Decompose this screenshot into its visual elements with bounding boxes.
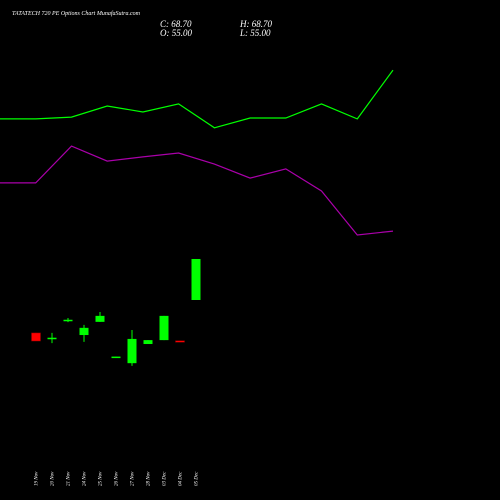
candle-body [63,319,73,322]
quote-low: L: 55.00 [239,28,271,38]
quote-close: C: 68.70 [160,19,192,29]
quote-high: H: 68.70 [239,19,273,29]
candle-body [191,258,201,300]
quote-open: O: 55.00 [160,28,193,38]
x-tick-label: 24 Nov [83,471,88,486]
quote-label: C: [160,19,169,29]
candle-body [31,332,41,342]
candle-body [47,337,57,340]
quote-value: 55.00 [172,28,193,38]
quote-label: O: [160,28,170,38]
candle-body [175,340,185,343]
candle-body [111,356,121,359]
candle-body [127,338,137,364]
quote-label: L: [239,28,248,38]
x-tick-label: 19 Nov [35,471,40,486]
x-tick-label: 03 Dec [163,471,168,486]
candle-body [143,340,153,345]
candle-body [159,315,169,341]
quote-label: H: [239,19,250,29]
x-tick-label: 20 Nov [51,471,56,486]
chart-title: TATATECH 720 PE Options Chart MunafaSutr… [12,10,141,17]
x-tick-label: 26 Nov [115,471,120,486]
candle-body [95,315,105,322]
x-tick-label: 25 Nov [99,471,104,486]
quote-value: 68.70 [171,19,192,29]
quote-value: 68.70 [252,19,273,29]
x-tick-label: 27 Nov [131,471,136,486]
x-tick-label: 04 Dec [179,471,184,486]
indicator-line [0,145,394,236]
quote-value: 55.00 [250,28,271,38]
indicator-line [0,69,394,129]
candle-body [79,327,89,336]
x-tick-label: 05 Dec [195,471,200,486]
x-tick-label: 28 Nov [147,471,152,486]
x-tick-label: 21 Nov [67,471,72,486]
